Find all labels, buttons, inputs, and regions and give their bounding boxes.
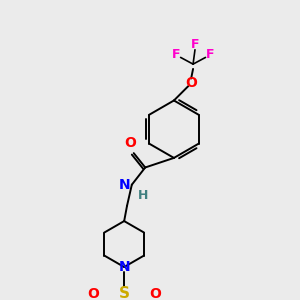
Text: O: O bbox=[149, 287, 161, 300]
Text: F: F bbox=[191, 38, 199, 52]
Text: O: O bbox=[185, 76, 197, 90]
Text: F: F bbox=[206, 48, 214, 61]
Text: H: H bbox=[138, 188, 148, 202]
Text: O: O bbox=[124, 136, 136, 150]
Text: O: O bbox=[87, 287, 99, 300]
Text: S: S bbox=[119, 286, 130, 300]
Text: N: N bbox=[118, 260, 130, 274]
Text: N: N bbox=[118, 178, 130, 192]
Text: F: F bbox=[172, 48, 180, 61]
